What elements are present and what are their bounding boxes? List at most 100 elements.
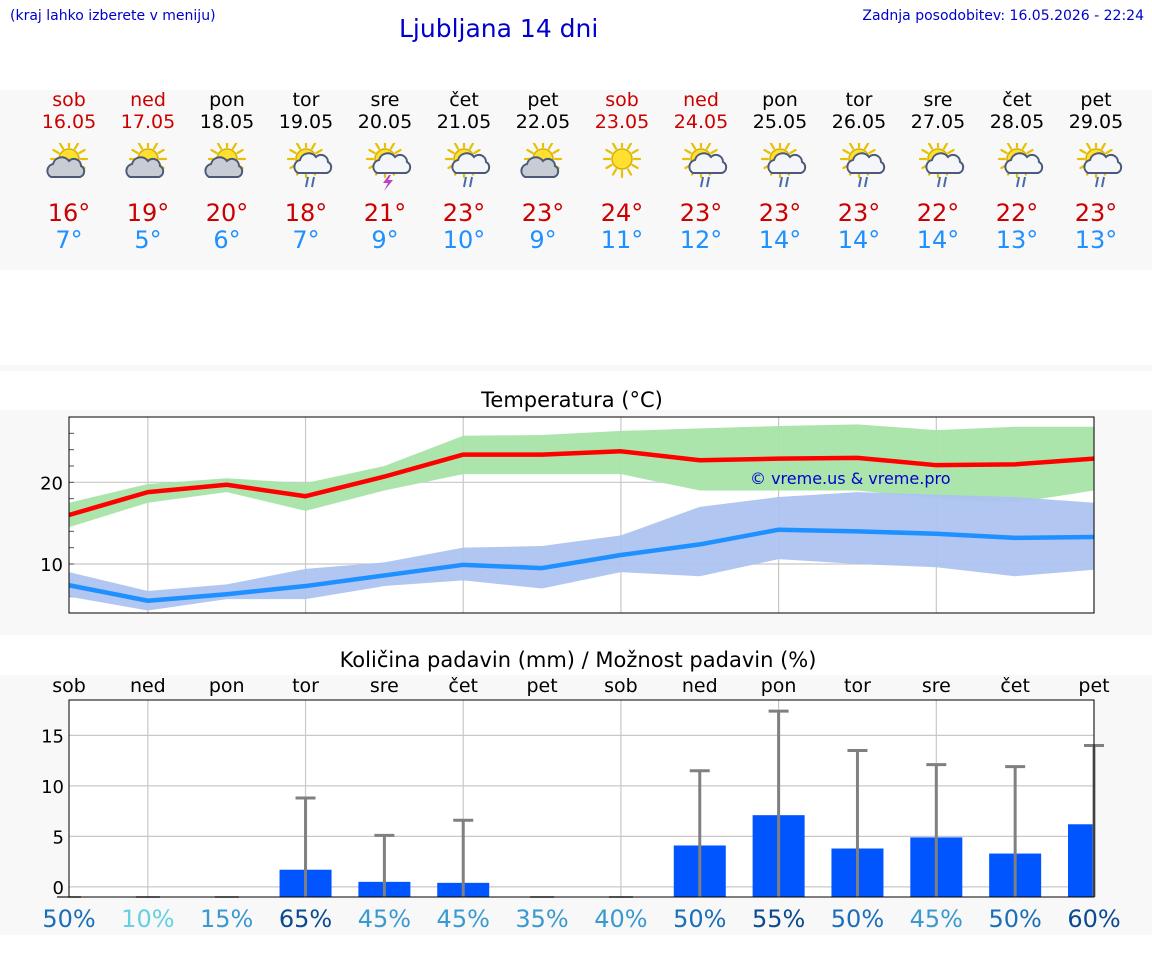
min-temperature: 11° [600, 226, 644, 254]
min-temperature: 14° [758, 226, 802, 254]
x-tick-label: tor [844, 675, 871, 697]
day-date: 24.05 [673, 111, 729, 133]
precipitation-chance: 10% [121, 905, 174, 933]
sun-rain-icon [760, 143, 807, 188]
min-temperature-range [69, 492, 1094, 611]
x-tick-label: pet [1078, 675, 1109, 697]
min-temperature: 9° [371, 226, 399, 254]
day-forecast: ned 17.05 19° 5° [108, 89, 188, 254]
min-temperature: 13° [1074, 226, 1118, 254]
day-forecast: pon 18.05 20° 6° [187, 89, 267, 254]
divider-band [0, 365, 1152, 371]
y-tick-label: 5 [53, 827, 64, 848]
max-temperature: 18° [284, 199, 328, 227]
min-temperature: 6° [213, 226, 241, 254]
y-tick-label: 10 [40, 555, 63, 576]
precipitation-chance: 45% [910, 905, 963, 933]
day-date: 20.05 [357, 111, 413, 133]
sun-cloud-icon [520, 143, 563, 179]
precipitation-chart: 0 5 10 15 sob ned pon tor sre čet pet sob ned pon tor s… [41, 675, 1121, 933]
day-name: ned [683, 89, 719, 111]
day-forecast: sob 23.05 24° 11° [582, 89, 662, 254]
min-temperature: 7° [292, 226, 320, 254]
day-name: pon [209, 89, 245, 111]
min-temperature: 9° [529, 226, 557, 254]
max-temperature: 21° [363, 199, 407, 227]
day-date: 27.05 [910, 111, 966, 133]
day-forecast: tor 26.05 23° 14° [819, 89, 899, 254]
day-forecast: tor 19.05 18° 7° [266, 89, 346, 254]
sun-rain-icon [1076, 143, 1123, 188]
day-date: 28.05 [989, 111, 1045, 133]
day-name: čet [1002, 89, 1032, 111]
sun-rain-icon [997, 143, 1044, 188]
min-temperature: 10° [442, 226, 486, 254]
sun-rain-icon [681, 143, 728, 188]
day-forecast: ned 24.05 23° 12° [661, 89, 741, 254]
sun-cloud-icon [46, 143, 89, 179]
x-tick-label: ned [130, 675, 166, 697]
max-temperature: 16° [47, 199, 91, 227]
day-name: sre [370, 89, 400, 111]
x-tick-label: sre [370, 675, 399, 697]
day-date: 17.05 [120, 111, 176, 133]
day-date: 18.05 [199, 111, 255, 133]
day-date: 23.05 [594, 111, 650, 133]
day-date: 19.05 [278, 111, 334, 133]
day-date: 22.05 [515, 111, 571, 133]
precipitation-chance: 40% [594, 905, 647, 933]
max-temperature: 23° [442, 199, 486, 227]
x-tick-label: pon [209, 675, 245, 697]
max-temperature-line [68, 449, 1095, 518]
sun-rain-icon [918, 143, 965, 188]
precipitation-chance: 50% [831, 905, 884, 933]
sun-storm-icon [365, 143, 412, 191]
max-temperature: 24° [600, 199, 644, 227]
day-name: tor [845, 89, 873, 111]
day-forecast: pet 29.05 23° 13° [1056, 89, 1136, 254]
day-name: pet [1080, 89, 1112, 111]
forecast-strip [0, 90, 1152, 270]
min-temperature: 14° [916, 226, 960, 254]
last-updated: Zadnja posodobitev: 16.05.2026 - 22:24 [862, 8, 1144, 24]
precipitation-chance: 50% [988, 905, 1041, 933]
sun-icon [602, 143, 642, 179]
day-forecast: sre 27.05 22° 14° [898, 89, 978, 254]
y-tick-label: 15 [41, 726, 64, 747]
sun-cloud-icon [204, 143, 247, 179]
x-tick-label: čet [1000, 675, 1030, 697]
sun-rain-icon [286, 143, 333, 188]
sun-rain-icon [444, 143, 491, 188]
precipitation-chance: 35% [515, 905, 568, 933]
x-tick-label: čet [448, 675, 478, 697]
min-temperature: 12° [679, 226, 723, 254]
precipitation-chance: 50% [42, 905, 95, 933]
max-temperature: 23° [521, 199, 565, 227]
watermark: © vreme.us & vreme.pro [750, 469, 951, 488]
day-name: sre [923, 89, 953, 111]
max-temperature: 22° [995, 199, 1039, 227]
precipitation-chance: 45% [437, 905, 490, 933]
x-tick-label: ned [682, 675, 718, 697]
precipitation-chance: 45% [358, 905, 411, 933]
day-name: sob [52, 89, 86, 111]
precipitation-chance: 15% [200, 905, 253, 933]
day-name: čet [449, 89, 479, 111]
max-temperature: 23° [758, 199, 802, 227]
day-date: 29.05 [1068, 111, 1124, 133]
max-temperature: 23° [1074, 199, 1118, 227]
day-date: 25.05 [752, 111, 808, 133]
day-date: 21.05 [436, 111, 492, 133]
temperature-chart-title: Temperatura (°C) [481, 388, 663, 412]
max-temperature-range [69, 424, 1094, 528]
precipitation-bar [1068, 824, 1094, 897]
day-forecast: čet 28.05 22° 13° [977, 89, 1057, 254]
day-name: pon [762, 89, 798, 111]
day-date: 26.05 [831, 111, 887, 133]
y-tick-label: 20 [40, 473, 63, 494]
y-tick-label: 10 [41, 777, 64, 798]
max-temperature: 19° [126, 199, 170, 227]
max-temperature: 20° [205, 199, 249, 227]
day-name: ned [130, 89, 166, 111]
page-title: Ljubljana 14 dni [399, 14, 599, 43]
